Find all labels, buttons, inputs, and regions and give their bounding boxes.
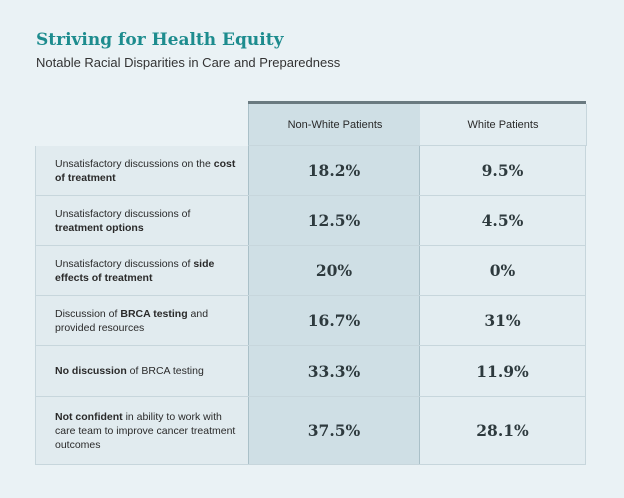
row-label-segment: Unsatisfactory discussions of xyxy=(55,257,194,270)
value-non-white: 16.7% xyxy=(248,296,420,345)
value-non-white: 20% xyxy=(248,246,420,295)
row-label: Discussion of BRCA testing and provided … xyxy=(35,296,248,345)
row-label-segment: Not confident xyxy=(55,410,123,423)
row-label: Unsatisfactory discussions of side effec… xyxy=(35,246,248,295)
header-rule xyxy=(248,101,586,104)
row-label-segment: Unsatisfactory discussions of xyxy=(55,207,191,220)
disparities-table: Non-White Patients White Patients Unsati… xyxy=(35,101,587,465)
value-white: 11.9% xyxy=(420,346,586,396)
table-row: Unsatisfactory discussions on the cost o… xyxy=(35,146,586,196)
row-label-segment: and provided resources xyxy=(55,307,209,334)
row-label-segment: in ability to work with care team to imp… xyxy=(55,410,236,451)
row-label-segment: Discussion of xyxy=(55,307,121,320)
column-header-white: White Patients xyxy=(420,104,587,146)
row-label-segment: of BRCA testing xyxy=(126,365,204,377)
row-label-segment: cost of treatment xyxy=(55,157,236,184)
value-non-white: 33.3% xyxy=(248,346,420,396)
table-row: Discussion of BRCA testing and provided … xyxy=(35,296,586,346)
row-label-segment: Unsatisfactory discussions on the xyxy=(55,157,214,170)
row-label-segment: treatment options xyxy=(55,221,144,234)
row-label-segment: BRCA testing xyxy=(120,307,188,320)
row-label: Not confident in ability to work with ca… xyxy=(35,397,248,464)
column-header-non-white: Non-White Patients xyxy=(248,104,422,146)
chart-title: Striving for Health Equity xyxy=(36,30,284,50)
row-label: No discussion of BRCA testing xyxy=(35,346,248,396)
value-white: 28.1% xyxy=(420,397,586,464)
row-label: Unsatisfactory discussions on the cost o… xyxy=(35,146,248,195)
value-white: 31% xyxy=(420,296,586,345)
table-row: No discussion of BRCA testing 33.3% 11.9% xyxy=(35,346,586,397)
value-non-white: 18.2% xyxy=(248,146,420,195)
chart-subtitle: Notable Racial Disparities in Care and P… xyxy=(36,55,341,70)
value-white: 0% xyxy=(420,246,586,295)
value-white: 9.5% xyxy=(420,146,586,195)
row-label: Unsatisfactory discussions of treatment … xyxy=(35,196,248,245)
value-non-white: 37.5% xyxy=(248,397,420,464)
value-non-white: 12.5% xyxy=(248,196,420,245)
table-row: Not confident in ability to work with ca… xyxy=(35,397,586,465)
table-row: Unsatisfactory discussions of treatment … xyxy=(35,196,586,246)
row-label-segment: side effects of treatment xyxy=(55,257,215,284)
table-row: Unsatisfactory discussions of side effec… xyxy=(35,246,586,296)
row-label-segment: No discussion xyxy=(55,365,127,377)
value-white: 4.5% xyxy=(420,196,586,245)
